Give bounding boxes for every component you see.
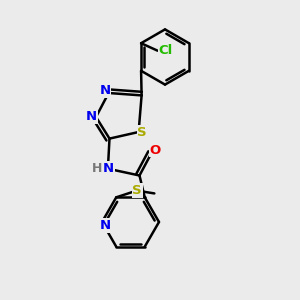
Text: N: N bbox=[99, 219, 111, 232]
Text: S: S bbox=[132, 184, 142, 197]
Text: N: N bbox=[99, 84, 111, 97]
Text: S: S bbox=[137, 125, 147, 139]
Text: N: N bbox=[86, 110, 97, 124]
Text: Cl: Cl bbox=[159, 44, 173, 57]
Text: H: H bbox=[92, 161, 102, 175]
Text: O: O bbox=[149, 143, 161, 157]
Text: N: N bbox=[103, 161, 114, 175]
